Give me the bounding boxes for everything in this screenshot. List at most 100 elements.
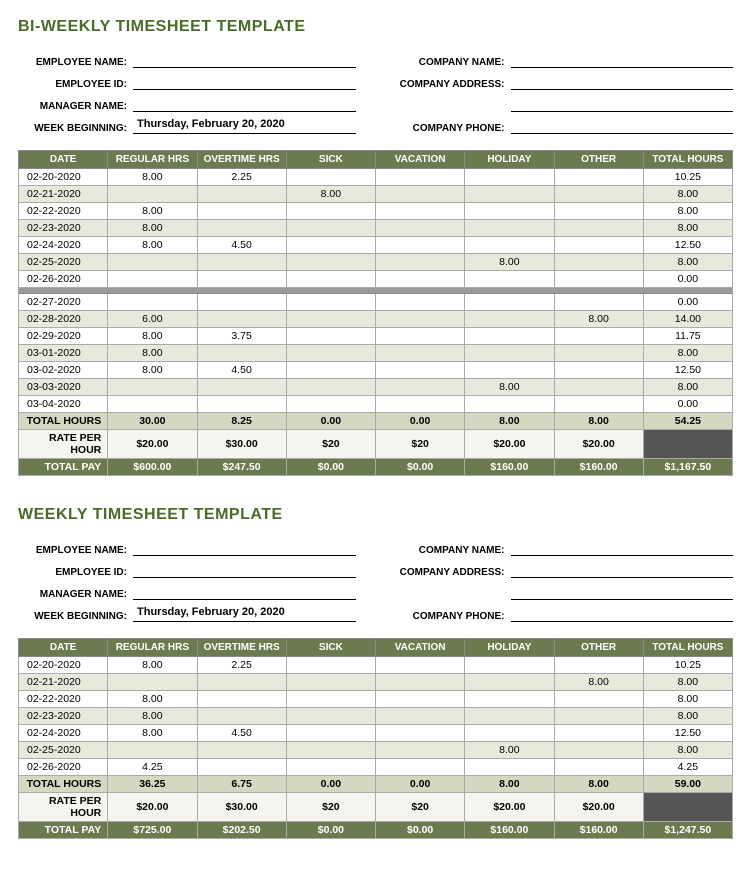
cell-hol[interactable] xyxy=(465,311,554,328)
cell-reg[interactable] xyxy=(108,294,197,311)
cell-tot[interactable]: 12.50 xyxy=(643,362,732,379)
cell-ot[interactable] xyxy=(197,220,286,237)
cell-vac[interactable] xyxy=(376,759,465,776)
cell-oth[interactable]: 8.00 xyxy=(554,674,643,691)
cell-hol[interactable] xyxy=(465,691,554,708)
cell-vac[interactable] xyxy=(376,311,465,328)
cell-date[interactable]: 02-29-2020 xyxy=(19,328,108,345)
field-employee-name[interactable] xyxy=(133,540,356,556)
cell-tot[interactable]: 8.00 xyxy=(643,254,732,271)
cell-oth[interactable] xyxy=(554,362,643,379)
cell-ot[interactable] xyxy=(197,254,286,271)
cell-reg[interactable] xyxy=(108,254,197,271)
cell-sick[interactable] xyxy=(286,254,375,271)
cell-oth[interactable] xyxy=(554,186,643,203)
cell-tot[interactable]: 0.00 xyxy=(643,294,732,311)
cell-vac[interactable] xyxy=(376,362,465,379)
cell-reg[interactable]: 8.00 xyxy=(108,169,197,186)
cell-ot[interactable] xyxy=(197,742,286,759)
cell-vac[interactable] xyxy=(376,742,465,759)
cell-sick[interactable] xyxy=(286,379,375,396)
cell-date[interactable]: 02-23-2020 xyxy=(19,708,108,725)
cell-oth[interactable] xyxy=(554,169,643,186)
cell-tot[interactable]: 12.50 xyxy=(643,237,732,254)
cell-ot[interactable] xyxy=(197,186,286,203)
cell-date[interactable]: 02-27-2020 xyxy=(19,294,108,311)
field-company-address[interactable] xyxy=(511,74,734,90)
cell-ot[interactable]: 4.50 xyxy=(197,237,286,254)
cell-sick[interactable] xyxy=(286,691,375,708)
cell-tot[interactable]: 10.25 xyxy=(643,169,732,186)
cell-date[interactable]: 02-23-2020 xyxy=(19,220,108,237)
cell-date[interactable]: 03-02-2020 xyxy=(19,362,108,379)
cell-oth[interactable] xyxy=(554,379,643,396)
field-company-name[interactable] xyxy=(511,52,734,68)
cell-hol[interactable] xyxy=(465,759,554,776)
cell-oth[interactable] xyxy=(554,203,643,220)
cell-oth[interactable] xyxy=(554,708,643,725)
cell-ot[interactable] xyxy=(197,294,286,311)
cell-ot[interactable] xyxy=(197,379,286,396)
cell-ot[interactable]: 2.25 xyxy=(197,657,286,674)
cell-vac[interactable] xyxy=(376,186,465,203)
cell-sick[interactable] xyxy=(286,742,375,759)
cell-reg[interactable] xyxy=(108,271,197,288)
cell-sick[interactable] xyxy=(286,311,375,328)
cell-vac[interactable] xyxy=(376,294,465,311)
cell-hol[interactable] xyxy=(465,203,554,220)
cell-vac[interactable] xyxy=(376,396,465,413)
cell-tot[interactable]: 12.50 xyxy=(643,725,732,742)
field-manager-name[interactable] xyxy=(133,584,356,600)
cell-ot[interactable] xyxy=(197,691,286,708)
cell-vac[interactable] xyxy=(376,674,465,691)
cell-ot[interactable] xyxy=(197,759,286,776)
cell-hol[interactable] xyxy=(465,237,554,254)
cell-tot[interactable]: 8.00 xyxy=(643,345,732,362)
cell-oth[interactable] xyxy=(554,691,643,708)
cell-date[interactable]: 02-20-2020 xyxy=(19,657,108,674)
cell-oth[interactable] xyxy=(554,328,643,345)
cell-ot[interactable]: 4.50 xyxy=(197,725,286,742)
cell-reg[interactable] xyxy=(108,674,197,691)
cell-sick[interactable]: 8.00 xyxy=(286,186,375,203)
cell-sick[interactable] xyxy=(286,328,375,345)
field-week-beginning[interactable]: Thursday, February 20, 2020 xyxy=(133,606,356,622)
cell-date[interactable]: 02-22-2020 xyxy=(19,691,108,708)
field-employee-name[interactable] xyxy=(133,52,356,68)
cell-ot[interactable] xyxy=(197,311,286,328)
cell-hol[interactable] xyxy=(465,328,554,345)
cell-tot[interactable]: 8.00 xyxy=(643,708,732,725)
cell-oth[interactable]: 8.00 xyxy=(554,311,643,328)
cell-vac[interactable] xyxy=(376,203,465,220)
cell-hol[interactable] xyxy=(465,186,554,203)
cell-sick[interactable] xyxy=(286,759,375,776)
cell-ot[interactable] xyxy=(197,271,286,288)
cell-hol[interactable] xyxy=(465,725,554,742)
cell-sick[interactable] xyxy=(286,203,375,220)
cell-tot[interactable]: 8.00 xyxy=(643,379,732,396)
cell-hol[interactable] xyxy=(465,169,554,186)
cell-ot[interactable]: 4.50 xyxy=(197,362,286,379)
cell-tot[interactable]: 0.00 xyxy=(643,271,732,288)
cell-hol[interactable] xyxy=(465,657,554,674)
field-company-address[interactable] xyxy=(511,562,734,578)
cell-vac[interactable] xyxy=(376,691,465,708)
cell-date[interactable]: 02-21-2020 xyxy=(19,186,108,203)
cell-oth[interactable] xyxy=(554,345,643,362)
cell-sick[interactable] xyxy=(286,396,375,413)
cell-sick[interactable] xyxy=(286,237,375,254)
cell-reg[interactable]: 8.00 xyxy=(108,657,197,674)
field-company-address-2[interactable] xyxy=(511,584,734,600)
cell-date[interactable]: 03-04-2020 xyxy=(19,396,108,413)
cell-reg[interactable]: 8.00 xyxy=(108,691,197,708)
cell-reg[interactable] xyxy=(108,186,197,203)
cell-sick[interactable] xyxy=(286,271,375,288)
cell-tot[interactable]: 8.00 xyxy=(643,674,732,691)
cell-sick[interactable] xyxy=(286,294,375,311)
field-week-beginning[interactable]: Thursday, February 20, 2020 xyxy=(133,118,356,134)
cell-sick[interactable] xyxy=(286,362,375,379)
cell-sick[interactable] xyxy=(286,674,375,691)
cell-tot[interactable]: 8.00 xyxy=(643,220,732,237)
cell-reg[interactable] xyxy=(108,742,197,759)
cell-date[interactable]: 02-21-2020 xyxy=(19,674,108,691)
